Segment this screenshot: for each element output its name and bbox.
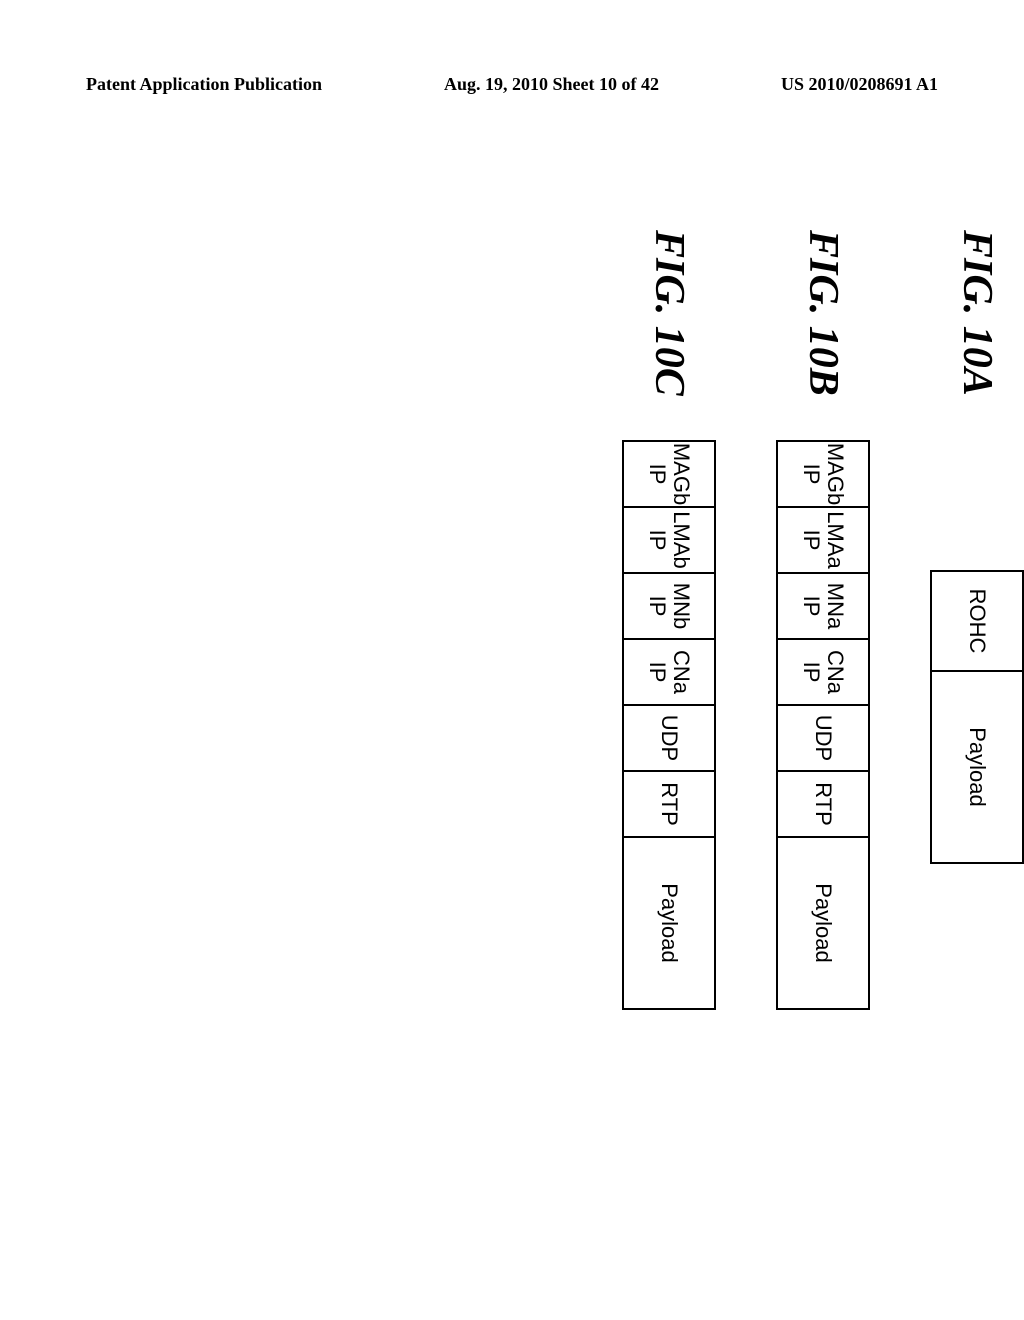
header-center: Aug. 19, 2010 Sheet 10 of 42: [444, 74, 659, 95]
cell-cna-ip: CNa IP: [778, 640, 868, 706]
packet-10a: ROHC Payload: [930, 570, 1024, 864]
packet-10b: MAGb IP LMAa IP MNa IP CNa IP UDP RTP Pa…: [776, 440, 870, 1010]
cell-mnb-ip: MNb IP: [624, 574, 714, 640]
cell-lmab-ip: LMAb IP: [624, 508, 714, 574]
cell-payload: Payload: [932, 672, 1022, 862]
figure-label-10c: FIG. 10C: [645, 220, 693, 440]
rotated-wrapper: FIG. 10A ROHC Payload FIG. 10B MAGb IP L…: [0, 220, 1024, 1220]
cell-payload: Payload: [778, 838, 868, 1008]
cell-udp: UDP: [624, 706, 714, 772]
cell-cna-ip: CNa IP: [624, 640, 714, 706]
header-right: US 2010/0208691 A1: [781, 74, 938, 95]
figure-10c-row: FIG. 10C MAGb IP LMAb IP MNb IP CNa IP U…: [622, 220, 716, 1220]
figure-label-10b: FIG. 10B: [799, 220, 847, 440]
cell-lmaa-ip: LMAa IP: [778, 508, 868, 574]
figure-label-10a: FIG. 10A: [953, 220, 1001, 440]
page-header: Patent Application Publication Aug. 19, …: [0, 74, 1024, 95]
header-left: Patent Application Publication: [86, 74, 322, 95]
cell-rohc: ROHC: [932, 572, 1022, 672]
cell-rtp: RTP: [624, 772, 714, 838]
cell-mna-ip: MNa IP: [778, 574, 868, 640]
figure-area: FIG. 10A ROHC Payload FIG. 10B MAGb IP L…: [0, 180, 1024, 1180]
cell-udp: UDP: [778, 706, 868, 772]
cell-payload: Payload: [624, 838, 714, 1008]
figure-10a-row: FIG. 10A ROHC Payload: [930, 220, 1024, 1220]
cell-rtp: RTP: [778, 772, 868, 838]
figure-10b-row: FIG. 10B MAGb IP LMAa IP MNa IP CNa IP U…: [776, 220, 870, 1220]
cell-magb-ip: MAGb IP: [778, 442, 868, 508]
cell-magb-ip: MAGb IP: [624, 442, 714, 508]
packet-10c: MAGb IP LMAb IP MNb IP CNa IP UDP RTP Pa…: [622, 440, 716, 1010]
